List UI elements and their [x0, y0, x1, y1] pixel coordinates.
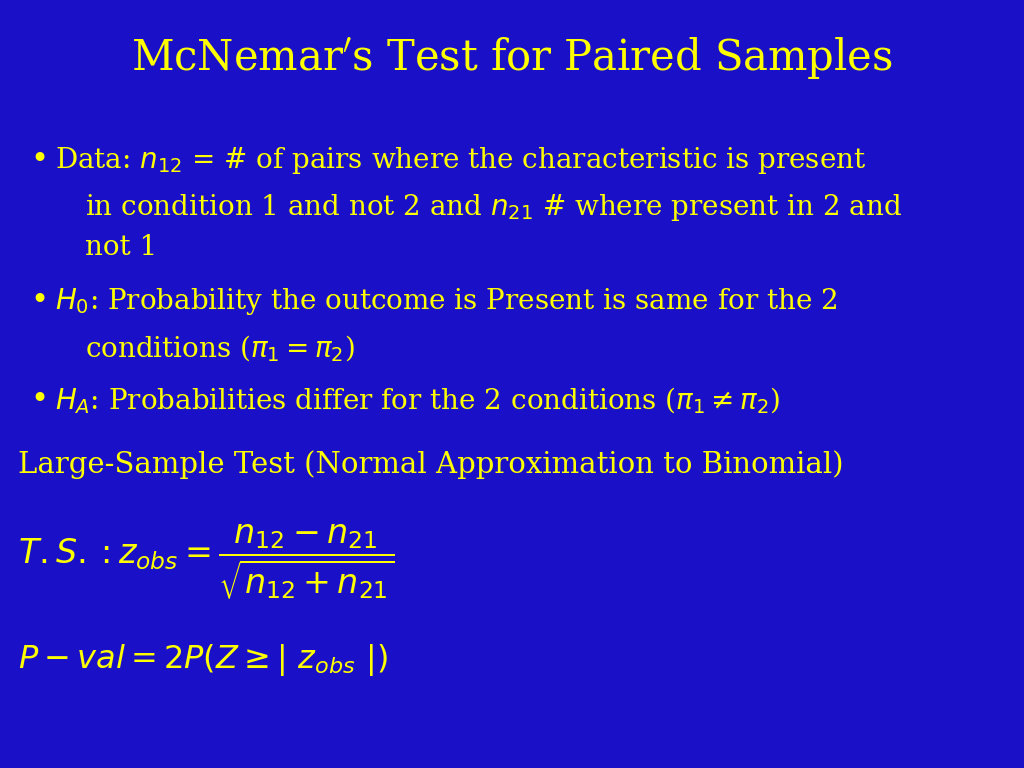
Text: Data: $n_{12}$ = # of pairs where the characteristic is present: Data: $n_{12}$ = # of pairs where the ch… [55, 145, 866, 176]
Text: $H_0$: Probability the outcome is Present is same for the 2: $H_0$: Probability the outcome is Presen… [55, 286, 838, 317]
Text: $P - val = 2P(Z \geq |\ z_{obs}\ |)$: $P - val = 2P(Z \geq |\ z_{obs}\ |)$ [18, 642, 388, 678]
Text: •: • [30, 286, 48, 315]
Text: McNemar$'$s Test for Paired Samples: McNemar$'$s Test for Paired Samples [131, 35, 893, 81]
Text: in condition 1 and not 2 and $n_{21}$ # where present in 2 and: in condition 1 and not 2 and $n_{21}$ # … [85, 192, 902, 223]
Text: $H_A$: Probabilities differ for the 2 conditions ($\pi_1 \neq \pi_2$): $H_A$: Probabilities differ for the 2 co… [55, 385, 780, 415]
Text: Large-Sample Test (Normal Approximation to Binomial): Large-Sample Test (Normal Approximation … [18, 450, 844, 478]
Text: conditions ($\pi_1 = \pi_2$): conditions ($\pi_1 = \pi_2$) [85, 333, 354, 363]
Text: •: • [30, 385, 48, 414]
Text: not 1: not 1 [85, 234, 158, 261]
Text: $T.S.: z_{obs} = \dfrac{n_{12} - n_{21}}{\sqrt{n_{12} + n_{21}}}$: $T.S.: z_{obs} = \dfrac{n_{12} - n_{21}}… [18, 522, 395, 601]
Text: •: • [30, 145, 48, 174]
